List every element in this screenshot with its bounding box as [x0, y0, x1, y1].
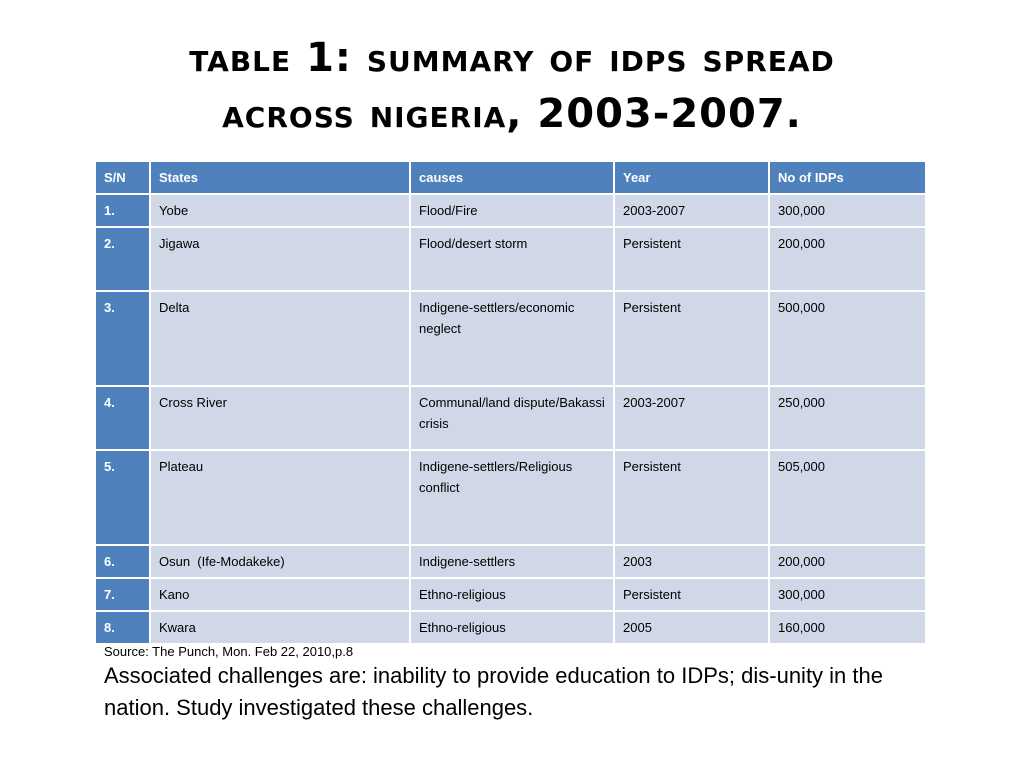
cell-sn: 6.	[94, 544, 151, 579]
cell-sn: 4.	[94, 385, 151, 451]
table-row: 5. Plateau Indigene-settlers/Religious c…	[94, 449, 927, 546]
slide-title: Table 1: Summary of IDPs spread across N…	[0, 30, 1024, 142]
cell-cause: Flood/desert storm	[409, 226, 615, 292]
cell-state: Osun (Ife-Modakeke)	[149, 544, 411, 579]
cell-state: Kwara	[149, 610, 411, 645]
cell-cause: Flood/Fire	[409, 193, 615, 228]
cell-state: Yobe	[149, 193, 411, 228]
title-line-2: across Nigeria, 2003-2007.	[222, 91, 802, 137]
cell-cause: Communal/land dispute/Bakassi crisis	[409, 385, 615, 451]
table-row: 2. Jigawa Flood/desert storm Persistent …	[94, 226, 927, 292]
table-row: 3. Delta Indigene-settlers/economic negl…	[94, 290, 927, 387]
challenges-note: Associated challenges are: inability to …	[104, 663, 883, 720]
cell-year: Persistent	[613, 226, 770, 292]
cell-cause: Indigene-settlers	[409, 544, 615, 579]
cell-sn: 7.	[94, 577, 151, 612]
cell-cause: Ethno-religious	[409, 610, 615, 645]
cell-idps: 500,000	[768, 290, 927, 387]
header-states: States	[149, 160, 411, 195]
idp-summary-table: S/N States causes Year No of IDPs 1. Yob…	[94, 160, 927, 645]
cell-state: Delta	[149, 290, 411, 387]
table-row: 1. Yobe Flood/Fire 2003-2007 300,000	[94, 193, 927, 228]
header-sn: S/N	[94, 160, 151, 195]
cell-cause: Indigene-settlers/economic neglect	[409, 290, 615, 387]
cell-sn: 5.	[94, 449, 151, 546]
cell-sn: 1.	[94, 193, 151, 228]
cell-state: Kano	[149, 577, 411, 612]
cell-year: 2003	[613, 544, 770, 579]
cell-year: 2005	[613, 610, 770, 645]
cell-year: Persistent	[613, 577, 770, 612]
cell-cause: Ethno-religious	[409, 577, 615, 612]
header-causes: causes	[409, 160, 615, 195]
cell-state: Cross River	[149, 385, 411, 451]
cell-state: Jigawa	[149, 226, 411, 292]
table-header-row: S/N States causes Year No of IDPs	[94, 160, 927, 195]
table-row: 7. Kano Ethno-religious Persistent 300,0…	[94, 577, 927, 612]
cell-idps: 160,000	[768, 610, 927, 645]
title-line-1: Table 1: Summary of IDPs spread	[189, 35, 835, 81]
cell-sn: 3.	[94, 290, 151, 387]
table-row: 4. Cross River Communal/land dispute/Bak…	[94, 385, 927, 451]
cell-year: Persistent	[613, 449, 770, 546]
source-citation: Source: The Punch, Mon. Feb 22, 2010,p.8	[104, 644, 354, 659]
cell-idps: 200,000	[768, 226, 927, 292]
cell-year: Persistent	[613, 290, 770, 387]
cell-idps: 250,000	[768, 385, 927, 451]
header-year: Year	[613, 160, 770, 195]
cell-cause: Indigene-settlers/Religious conflict	[409, 449, 615, 546]
table-row: 8. Kwara Ethno-religious 2005 160,000	[94, 610, 927, 645]
cell-idps: 300,000	[768, 193, 927, 228]
cell-sn: 8.	[94, 610, 151, 645]
cell-sn: 2.	[94, 226, 151, 292]
cell-idps: 505,000	[768, 449, 927, 546]
header-idps: No of IDPs	[768, 160, 927, 195]
cell-year: 2003-2007	[613, 193, 770, 228]
cell-idps: 200,000	[768, 544, 927, 579]
cell-year: 2003-2007	[613, 385, 770, 451]
cell-idps: 300,000	[768, 577, 927, 612]
cell-state: Plateau	[149, 449, 411, 546]
table-row: 6. Osun (Ife-Modakeke) Indigene-settlers…	[94, 544, 927, 579]
